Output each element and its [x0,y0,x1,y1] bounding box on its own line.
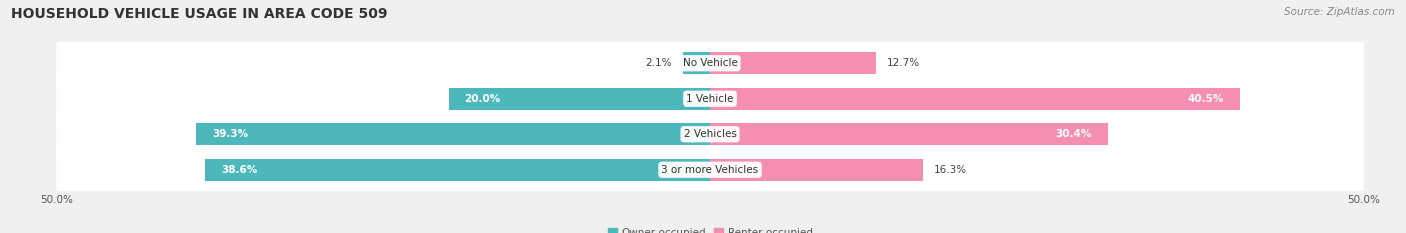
Text: 2 Vehicles: 2 Vehicles [683,129,737,139]
FancyBboxPatch shape [56,136,1364,203]
Text: 1 Vehicle: 1 Vehicle [686,94,734,104]
Bar [449,88,710,110]
FancyBboxPatch shape [56,65,1364,132]
Text: 38.6%: 38.6% [221,165,257,175]
Bar [710,88,1240,110]
Legend: Owner-occupied, Renter-occupied: Owner-occupied, Renter-occupied [603,224,817,233]
Text: 20.0%: 20.0% [464,94,501,104]
Bar [710,123,1108,145]
Text: No Vehicle: No Vehicle [682,58,738,68]
Text: 30.4%: 30.4% [1056,129,1092,139]
Text: 39.3%: 39.3% [212,129,247,139]
Bar [205,159,710,181]
FancyBboxPatch shape [56,30,1364,97]
Text: Source: ZipAtlas.com: Source: ZipAtlas.com [1284,7,1395,17]
Text: 2.1%: 2.1% [645,58,672,68]
Text: 12.7%: 12.7% [887,58,920,68]
Bar [682,52,710,74]
Text: 40.5%: 40.5% [1188,94,1223,104]
Text: 16.3%: 16.3% [934,165,967,175]
Text: 3 or more Vehicles: 3 or more Vehicles [661,165,759,175]
FancyBboxPatch shape [56,101,1364,168]
Text: HOUSEHOLD VEHICLE USAGE IN AREA CODE 509: HOUSEHOLD VEHICLE USAGE IN AREA CODE 509 [11,7,388,21]
Bar [197,123,710,145]
Bar [710,52,876,74]
Bar [710,159,924,181]
